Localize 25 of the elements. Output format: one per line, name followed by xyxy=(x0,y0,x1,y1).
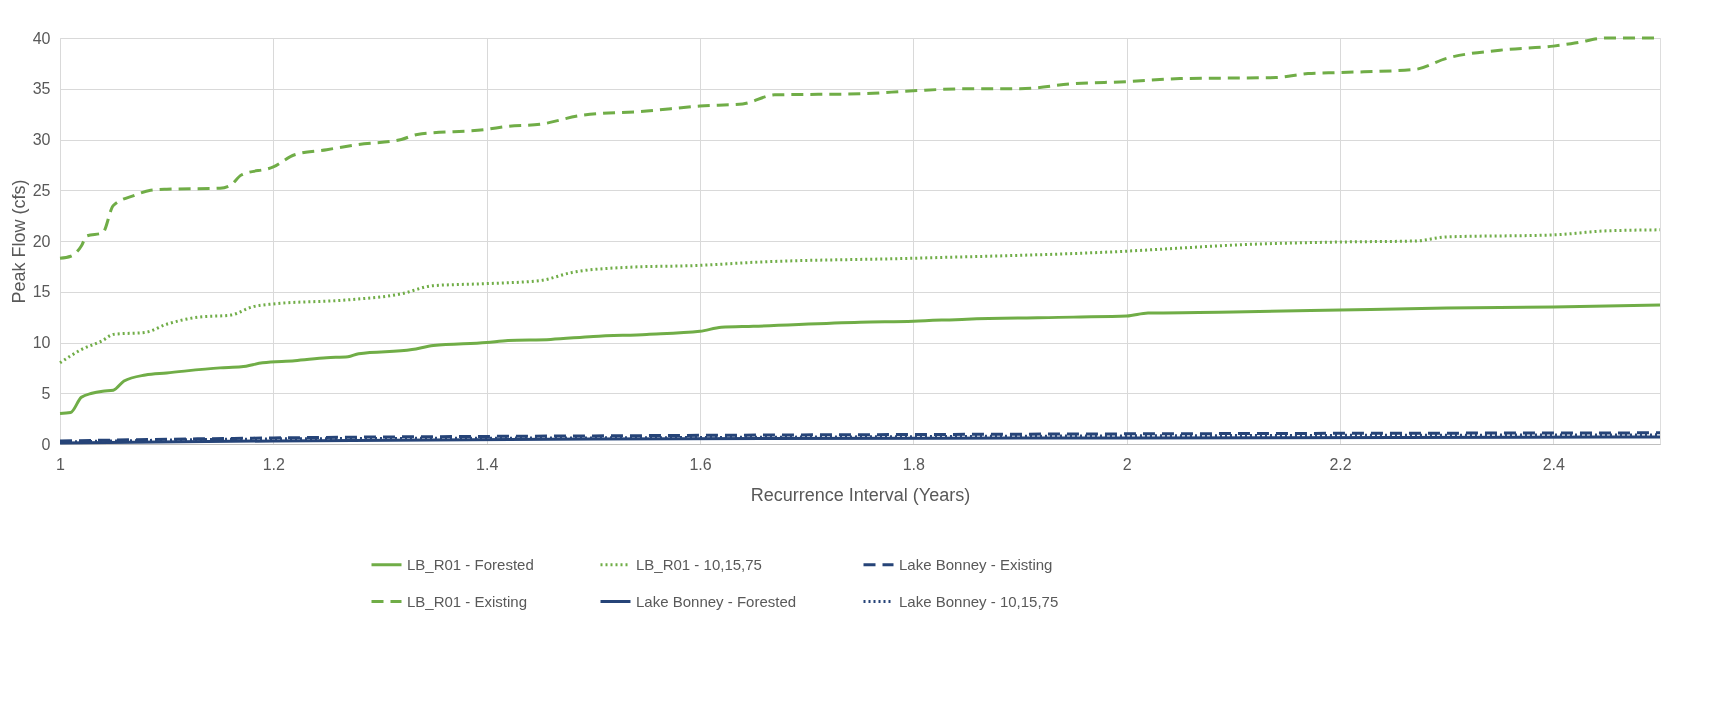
legend-label: Lake Bonney - Existing xyxy=(899,555,1053,573)
y-tick-label: 25 xyxy=(32,181,51,199)
y-tick-label: 15 xyxy=(32,283,51,301)
y-tick-label: 40 xyxy=(32,29,51,47)
legend-label: Lake Bonney - 10,15,75 xyxy=(899,592,1059,610)
y-tick-label: 20 xyxy=(32,232,51,250)
y-tick-label: 30 xyxy=(32,131,51,148)
y-tick-label: 10 xyxy=(32,334,51,351)
y-tick-label: 0 xyxy=(41,435,51,453)
y-axis-title: Peak Flow (cfs) xyxy=(8,179,29,304)
y-tick-label: 35 xyxy=(32,80,51,98)
legend-label: LB_R01 - Existing xyxy=(407,592,528,610)
y-tick-label: 5 xyxy=(41,384,51,402)
x-axis-title: Recurrence Interval (Years) xyxy=(750,484,971,505)
legend-label: LB_R01 - 10,15,75 xyxy=(636,555,762,573)
x-tick-label: 1.2 xyxy=(262,455,286,473)
x-tick-label: 2.2 xyxy=(1329,455,1352,473)
x-tick-label: 2.4 xyxy=(1542,455,1566,473)
legend-label: LB_R01 - Forested xyxy=(407,555,534,573)
x-tick-label: 1.6 xyxy=(689,455,712,473)
x-tick-label: 2 xyxy=(1122,455,1132,473)
x-tick-label: 1 xyxy=(56,455,66,473)
legend-label: Lake Bonney - Forested xyxy=(636,592,797,610)
x-tick-label: 1.4 xyxy=(476,455,499,473)
x-tick-label: 1.8 xyxy=(902,455,926,473)
